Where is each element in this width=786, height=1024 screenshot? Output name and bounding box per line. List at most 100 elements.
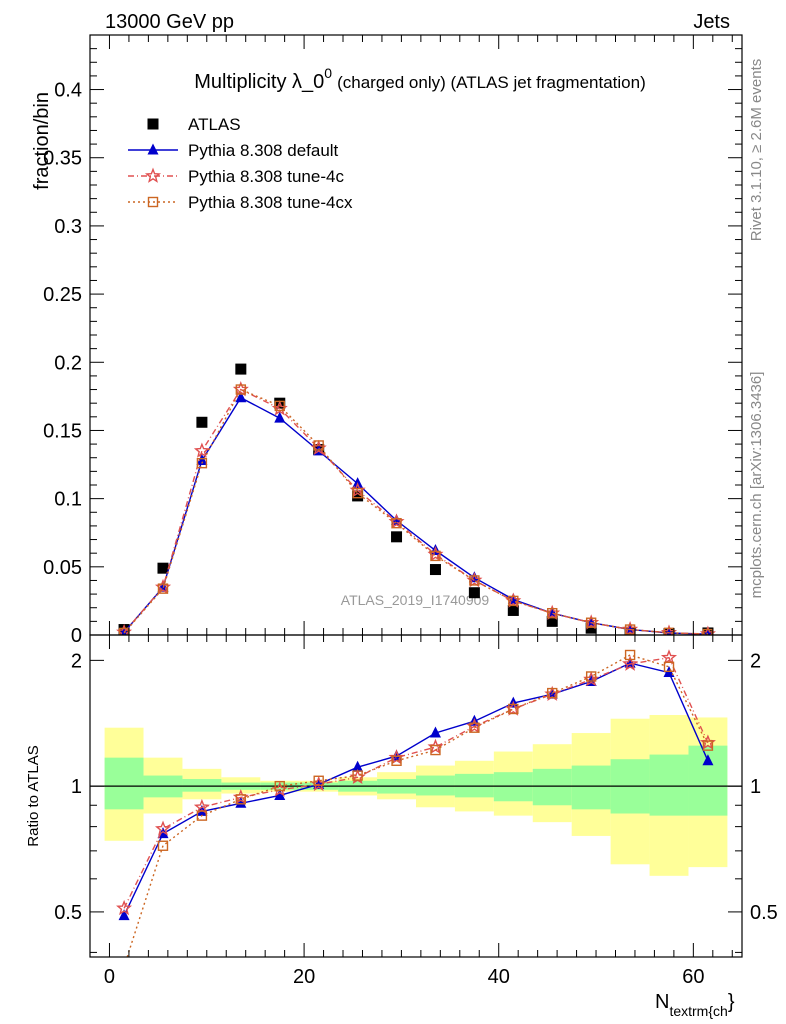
analysis-watermark: ATLAS_2019_I1740909 bbox=[341, 592, 490, 608]
legend-marker-pythia-8-308-tune-4cx bbox=[147, 196, 159, 208]
chart-title: Multiplicity λ_00 (charged only) (ATLAS j… bbox=[194, 65, 646, 93]
ratio-tick-label-right: 1 bbox=[750, 776, 761, 798]
ratio-point-pythia-8-308-tune-4cx bbox=[508, 703, 519, 715]
ratio-point-pythia-8-308-tune-4cx bbox=[157, 840, 169, 851]
ratio-line-pythia-8-308-default bbox=[123, 662, 709, 916]
x-label-main: N bbox=[655, 991, 669, 1013]
ratio-bands bbox=[104, 714, 728, 876]
ratio-tick-label-left: 2 bbox=[71, 650, 82, 672]
x-tick-label: 0 bbox=[104, 966, 115, 988]
point-atlas bbox=[235, 363, 247, 375]
point-atlas bbox=[546, 615, 558, 627]
ratio-point-pythia-8-308-tune-4cx bbox=[624, 649, 636, 661]
ratio-point-pythia-8-308-tune-4c bbox=[116, 899, 133, 916]
ratio-point-pythia-8-308-tune-4cx bbox=[196, 810, 208, 821]
rivet-label: Rivet 3.1.10, ≥ 2.6M events bbox=[748, 59, 765, 242]
point-pythia-8-308-tune-4cx bbox=[391, 517, 402, 529]
y-tick-label: 0.35 bbox=[43, 148, 82, 170]
title-main: Multiplicity λ_0 bbox=[194, 71, 324, 93]
ratio-point-pythia-8-308-tune-4cx bbox=[391, 755, 402, 766]
ratio-point-pythia-8-308-tune-4cx bbox=[274, 780, 285, 792]
point-atlas bbox=[507, 604, 519, 616]
point-atlas bbox=[352, 490, 364, 502]
legend-marker-pythia-8-308-tune-4c bbox=[144, 167, 162, 183]
point-pythia-8-308-tune-4cx bbox=[157, 583, 169, 594]
ratio-point-pythia-8-308-default bbox=[235, 796, 247, 808]
inner-band-bin bbox=[416, 775, 455, 796]
point-pythia-8-308-tune-4cx bbox=[313, 440, 324, 451]
point-atlas bbox=[468, 587, 480, 599]
ratio-line-pythia-8-308-tune-4c bbox=[123, 656, 709, 909]
x-tick-label: 20 bbox=[293, 966, 315, 988]
inner-band-bin bbox=[182, 779, 222, 792]
ratio-point-pythia-8-308-tune-4cx bbox=[702, 740, 714, 751]
point-pythia-8-308-tune-4cx bbox=[469, 575, 480, 586]
mcplots-label: mcplots.cern.ch [arXiv:1306.3436] bbox=[748, 372, 765, 599]
ratio-point-pythia-8-308-tune-4cx bbox=[469, 722, 480, 733]
legend-label-pythia-8-308-tune-4cx: Pythia 8.308 tune-4cx bbox=[188, 193, 353, 212]
point-pythia-8-308-default bbox=[704, 627, 712, 635]
legend-label-pythia-8-308-tune-4c: Pythia 8.308 tune-4c bbox=[188, 167, 344, 186]
legend-label-pythia-8-308-default: Pythia 8.308 default bbox=[188, 141, 339, 160]
y-tick-label: 0.4 bbox=[54, 80, 82, 102]
series-layer bbox=[116, 363, 716, 957]
y-tick-label: 0.3 bbox=[54, 216, 82, 238]
ratio-tick-label-right: 2 bbox=[750, 650, 761, 672]
series-line-pythia-8-308-default bbox=[123, 396, 708, 635]
point-pythia-8-308-default bbox=[235, 391, 247, 403]
legend-label-atlas: ATLAS bbox=[188, 115, 241, 134]
point-atlas bbox=[391, 531, 403, 543]
inner-band-bin bbox=[649, 754, 689, 816]
x-tick-label: 40 bbox=[488, 966, 510, 988]
ratio-point-pythia-8-308-default bbox=[702, 754, 714, 766]
y-tick-label: 0.1 bbox=[54, 489, 82, 511]
series-line-pythia-8-308-tune-4c bbox=[123, 388, 708, 635]
inner-band-bin bbox=[104, 757, 144, 810]
ratio-point-pythia-8-308-default bbox=[118, 909, 130, 921]
y-tick-label: 0.25 bbox=[43, 284, 82, 306]
ratio-point-pythia-8-308-tune-4c bbox=[622, 655, 639, 671]
ratio-point-pythia-8-308-tune-4c bbox=[155, 820, 172, 836]
ratio-point-pythia-8-308-tune-4cx bbox=[585, 671, 597, 682]
y-tick-label: 0.15 bbox=[43, 420, 82, 442]
ratio-series-group bbox=[116, 649, 716, 957]
point-atlas bbox=[585, 622, 597, 634]
point-pythia-8-308-tune-4cx bbox=[547, 607, 558, 619]
ratio-point-pythia-8-308-default bbox=[352, 760, 364, 772]
energy-label: 13000 GeV pp bbox=[105, 11, 234, 33]
y-tick-label: 0.2 bbox=[54, 352, 82, 374]
x-axis-label: Ntextrm{ch} bbox=[655, 991, 735, 1019]
ratio-tick-label-left: 0.5 bbox=[54, 902, 82, 924]
series-line-pythia-8-308-tune-4cx bbox=[123, 388, 708, 635]
x-label-tail: } bbox=[728, 991, 735, 1013]
ratio-point-pythia-8-308-tune-4c bbox=[660, 649, 678, 665]
point-pythia-8-308-tune-4cx bbox=[196, 457, 208, 469]
point-atlas bbox=[157, 562, 169, 574]
ratio-point-pythia-8-308-tune-4c bbox=[193, 798, 210, 815]
ratio-frame bbox=[89, 634, 743, 958]
inner-band-bin bbox=[571, 765, 611, 810]
x-label-sub: textrm{ch bbox=[669, 1003, 727, 1019]
point-pythia-8-308-tune-4cx bbox=[274, 400, 285, 412]
ratio-point-pythia-8-308-default bbox=[429, 726, 441, 738]
point-pythia-8-308-tune-4cx bbox=[235, 384, 247, 395]
ratio-point-pythia-8-308-tune-4cx bbox=[547, 687, 558, 699]
main-series-group bbox=[116, 363, 716, 635]
ratio-tick-label-left: 1 bbox=[71, 776, 82, 798]
y-tick-label: 0 bbox=[71, 625, 82, 647]
point-pythia-8-308-tune-4cx bbox=[508, 595, 519, 607]
ratio-point-pythia-8-308-tune-4cx bbox=[235, 794, 247, 805]
point-pythia-8-308-tune-4c bbox=[193, 442, 210, 458]
ratio-point-pythia-8-308-tune-4cx bbox=[352, 770, 363, 781]
ratio-y-axis-label: Ratio to ATLAS bbox=[25, 745, 42, 846]
x-tick-label: 60 bbox=[682, 966, 704, 988]
point-atlas bbox=[196, 416, 208, 428]
ratio-point-pythia-8-308-tune-4c bbox=[388, 749, 405, 765]
title-rest: (charged only) (ATLAS jet fragmentation) bbox=[337, 73, 646, 92]
ratio-point-pythia-8-308-tune-4cx bbox=[313, 775, 324, 786]
point-pythia-8-308-tune-4cx bbox=[430, 550, 441, 562]
ratio-point-pythia-8-308-tune-4cx bbox=[663, 661, 675, 673]
process-label: Jets bbox=[693, 11, 730, 33]
